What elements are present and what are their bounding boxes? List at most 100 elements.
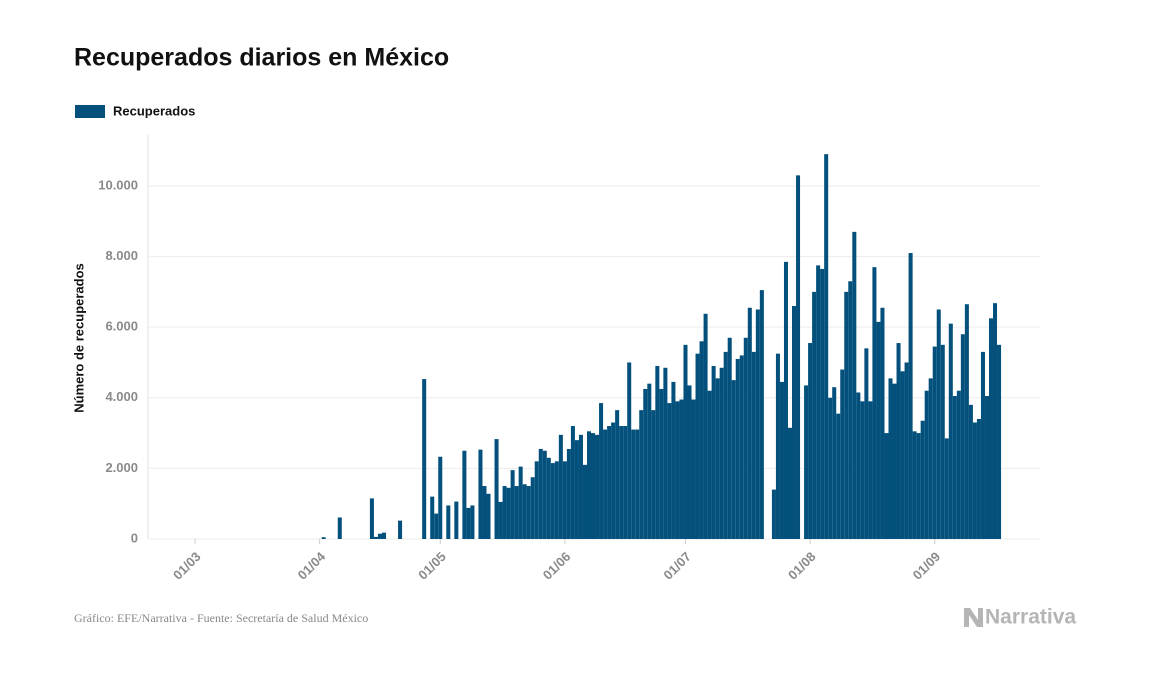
bar — [912, 431, 917, 539]
y-axis-title: Número de recuperados — [71, 263, 86, 413]
bar — [900, 371, 905, 539]
bar — [924, 390, 929, 539]
bar — [783, 261, 788, 539]
bar — [723, 351, 728, 539]
bar — [759, 290, 764, 539]
bar — [398, 520, 403, 539]
bar — [820, 268, 825, 539]
bar — [655, 366, 660, 539]
y-tick-label: 2.000 — [105, 460, 138, 475]
bar — [502, 486, 507, 539]
bar — [377, 533, 382, 539]
bar — [707, 390, 712, 539]
bar — [667, 403, 672, 539]
bar — [731, 380, 736, 539]
bar — [611, 422, 616, 539]
bar — [627, 362, 632, 539]
bar — [538, 448, 543, 539]
bar — [595, 434, 600, 539]
bar — [944, 438, 949, 539]
bar — [562, 461, 567, 539]
bar — [434, 513, 439, 539]
bar — [534, 461, 539, 539]
bar — [719, 367, 724, 539]
logo-icon — [964, 608, 983, 627]
bar — [844, 291, 849, 539]
bar — [518, 466, 523, 539]
bar — [462, 450, 467, 539]
bar — [659, 388, 664, 539]
y-tick-label: 8.000 — [105, 248, 138, 263]
bar — [422, 379, 427, 539]
bar — [828, 397, 833, 539]
bar — [956, 390, 961, 539]
bar — [816, 265, 821, 539]
bar — [892, 383, 897, 539]
bar — [880, 307, 885, 539]
bar — [755, 309, 760, 539]
bar — [691, 399, 696, 539]
bar — [643, 388, 648, 539]
bar — [687, 385, 692, 539]
bar — [430, 496, 435, 539]
bar — [578, 434, 583, 539]
bar — [582, 464, 587, 539]
bar — [968, 404, 973, 539]
bar — [836, 413, 841, 539]
bar — [526, 486, 531, 539]
bar — [554, 461, 559, 539]
bar — [546, 457, 551, 539]
bar — [619, 426, 624, 539]
bar — [787, 427, 793, 539]
chart-title: Recuperados diarios en México — [74, 44, 449, 72]
bar — [530, 477, 535, 539]
bar — [699, 341, 704, 539]
x-tick-label: 01/07 — [660, 549, 694, 583]
bar — [586, 431, 592, 539]
bar — [936, 309, 941, 539]
bar — [872, 267, 877, 539]
bar — [510, 470, 515, 539]
x-tick-label: 01/03 — [170, 549, 204, 583]
x-tick-label: 01/09 — [910, 549, 944, 583]
bar — [864, 348, 869, 539]
bar — [832, 387, 837, 539]
bar — [792, 305, 797, 539]
bar — [904, 362, 909, 539]
legend-swatch — [75, 105, 105, 118]
bar — [615, 410, 620, 539]
bar — [775, 353, 780, 539]
bar — [727, 337, 732, 539]
bar — [743, 337, 748, 539]
bar — [779, 381, 784, 539]
bar — [960, 334, 965, 539]
logo-text: Narrativa — [985, 606, 1076, 629]
x-tick-label: 01/06 — [540, 549, 574, 583]
bar — [993, 303, 998, 539]
bar — [542, 450, 547, 539]
bar — [369, 498, 374, 539]
bar — [735, 358, 740, 539]
bar — [804, 385, 809, 539]
bar — [623, 426, 628, 539]
bar — [647, 383, 652, 539]
y-tick-label: 10.000 — [98, 177, 138, 192]
bar — [928, 378, 933, 539]
bar — [550, 463, 555, 539]
bar — [980, 351, 985, 539]
bar — [373, 536, 378, 539]
bar — [868, 401, 873, 539]
bar — [494, 439, 499, 539]
bar — [603, 429, 608, 539]
bar — [916, 433, 921, 539]
bar — [679, 399, 684, 539]
bar — [703, 313, 708, 539]
bar — [506, 487, 511, 539]
bar — [321, 537, 326, 539]
bar — [478, 449, 483, 539]
bar — [997, 344, 1002, 539]
bar — [381, 532, 386, 539]
bar — [695, 353, 700, 539]
bar — [486, 493, 491, 539]
